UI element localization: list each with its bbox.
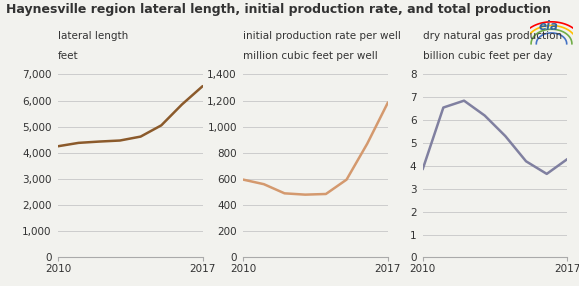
Text: million cubic feet per well: million cubic feet per well <box>243 51 378 61</box>
Text: feet: feet <box>58 51 79 61</box>
Text: Haynesville region lateral length, initial production rate, and total production: Haynesville region lateral length, initi… <box>6 3 551 16</box>
Text: dry natural gas production: dry natural gas production <box>423 31 562 41</box>
Text: billion cubic feet per day: billion cubic feet per day <box>423 51 552 61</box>
Text: initial production rate per well: initial production rate per well <box>243 31 401 41</box>
Text: lateral length: lateral length <box>58 31 128 41</box>
Text: eia: eia <box>539 20 559 33</box>
